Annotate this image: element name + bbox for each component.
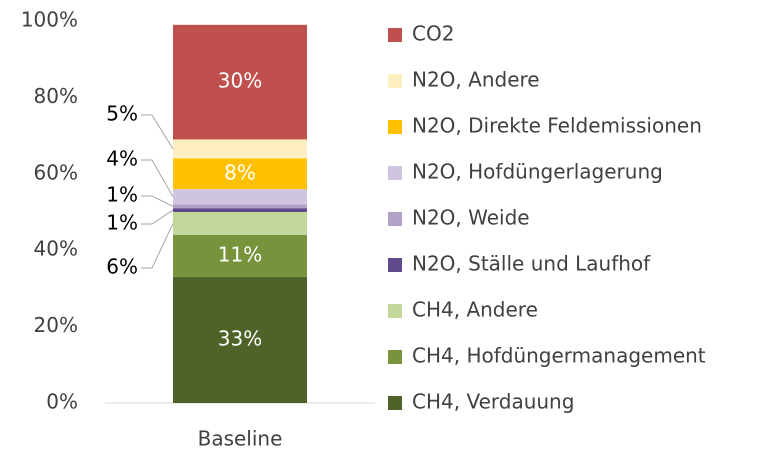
data-label: 1% bbox=[106, 183, 138, 207]
bar-segment bbox=[173, 234, 307, 277]
data-label: 8% bbox=[224, 160, 256, 184]
x-tick-label: Baseline bbox=[198, 427, 283, 451]
y-tick-label: 60% bbox=[34, 160, 78, 184]
leader-line bbox=[141, 195, 174, 207]
legend-label: CH4, Andere bbox=[412, 298, 538, 322]
bar-segment bbox=[173, 204, 307, 209]
leader-line bbox=[141, 114, 174, 150]
y-tick-label: 0% bbox=[46, 390, 78, 414]
data-label: 11% bbox=[218, 242, 262, 266]
legend-label: N2O, Hofdüngerlagerung bbox=[412, 160, 663, 184]
data-label: 4% bbox=[106, 147, 138, 171]
legend-label: CO2 bbox=[412, 22, 454, 46]
legend-swatch bbox=[388, 212, 402, 226]
legend-label: N2O, Andere bbox=[412, 68, 540, 92]
legend-label: N2O, Weide bbox=[412, 206, 530, 230]
legend-swatch bbox=[388, 166, 402, 180]
legend-label: CH4, Verdauung bbox=[412, 390, 574, 414]
y-tick-label: 100% bbox=[21, 8, 78, 32]
y-tick-label: 40% bbox=[34, 237, 78, 261]
legend-swatch bbox=[388, 304, 402, 318]
bar-segment bbox=[173, 212, 307, 235]
legend-label: N2O, Ställe und Laufhof bbox=[412, 252, 651, 276]
legend-swatch bbox=[388, 396, 402, 410]
legend-swatch bbox=[388, 258, 402, 272]
data-label: 30% bbox=[218, 69, 262, 93]
y-tick-label: 80% bbox=[34, 84, 78, 108]
legend-swatch bbox=[388, 28, 402, 42]
data-label: 6% bbox=[106, 255, 138, 279]
leader-line bbox=[141, 209, 174, 225]
bar-segment bbox=[173, 139, 307, 159]
bar-segment bbox=[173, 276, 307, 403]
bar-segment bbox=[173, 208, 307, 212]
bar-segment bbox=[173, 189, 307, 205]
leader-line bbox=[141, 223, 174, 269]
legend-label: CH4, Hofdüngermanagement bbox=[412, 344, 706, 368]
legend-swatch bbox=[388, 350, 402, 364]
bar-segment bbox=[173, 158, 307, 190]
leader-line bbox=[141, 159, 174, 197]
bar-segment bbox=[173, 24, 307, 140]
y-tick-label: 20% bbox=[34, 313, 78, 337]
data-label: 33% bbox=[218, 326, 262, 350]
data-label: 1% bbox=[106, 211, 138, 235]
legend-label: N2O, Direkte Feldemissionen bbox=[412, 114, 702, 138]
legend-swatch bbox=[388, 74, 402, 88]
data-label: 5% bbox=[106, 102, 138, 126]
legend-swatch bbox=[388, 120, 402, 134]
